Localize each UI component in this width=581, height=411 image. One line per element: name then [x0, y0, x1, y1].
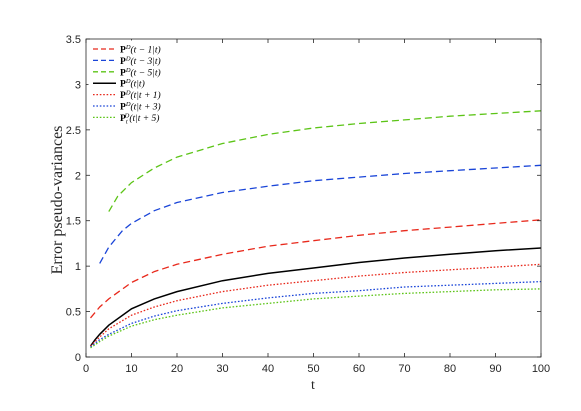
x-tick-label: 10	[125, 363, 137, 375]
x-tick-label: 30	[216, 363, 228, 375]
x-tick-label: 0	[83, 363, 89, 375]
y-tick-label: 2.5	[66, 125, 81, 137]
x-tick-label: 20	[171, 363, 183, 375]
legend-label-7: PtD(t|t + 5)	[120, 112, 159, 125]
legend-label-1: PD(t − 1|t)	[120, 44, 161, 56]
legend-label-6: PD(t|t + 3)	[120, 101, 161, 113]
x-tick-label: 60	[353, 363, 365, 375]
legend-label-2: PD(t − 3|t)	[120, 55, 161, 67]
x-tick-label: 90	[489, 363, 501, 375]
legend-label-3: PD(t − 5|t)	[120, 67, 161, 79]
y-tick-label: 0.5	[66, 307, 81, 319]
legend-label-4: PD(t|t)	[120, 78, 145, 90]
y-tick-label: 0	[75, 352, 81, 364]
x-tick-label: 40	[262, 363, 274, 375]
legend: PD(t − 1|t)PD(t − 3|t)PD(t − 5|t)PD(t|t)…	[88, 40, 172, 127]
series-line-3	[108, 110, 542, 212]
y-tick-label: 3	[75, 79, 81, 91]
x-tick-label: 50	[307, 363, 319, 375]
x-tick-label: 80	[444, 363, 456, 375]
y-tick-label: 3.5	[66, 34, 81, 46]
y-tick-label: 1	[75, 261, 81, 273]
y-tick-label: 1.5	[66, 216, 81, 228]
axes: 0 10 20 30 40 50 60 70 80 90 100 0 0.5 1 1.5 2 2.5 3 3.5	[66, 34, 550, 375]
series-line-2	[99, 164, 542, 264]
series-line-6	[90, 280, 542, 348]
x-tick-label: 100	[532, 363, 550, 375]
x-axis-title: t	[311, 378, 315, 393]
series-layer	[89, 110, 542, 349]
x-tick-label: 70	[398, 363, 410, 375]
y-tick-label: 2	[75, 170, 81, 182]
series-line-4	[89, 247, 542, 347]
y-axis-title: Error pseudo-variances	[49, 126, 66, 275]
legend-label-5: PD(t|t + 1)	[120, 90, 161, 102]
